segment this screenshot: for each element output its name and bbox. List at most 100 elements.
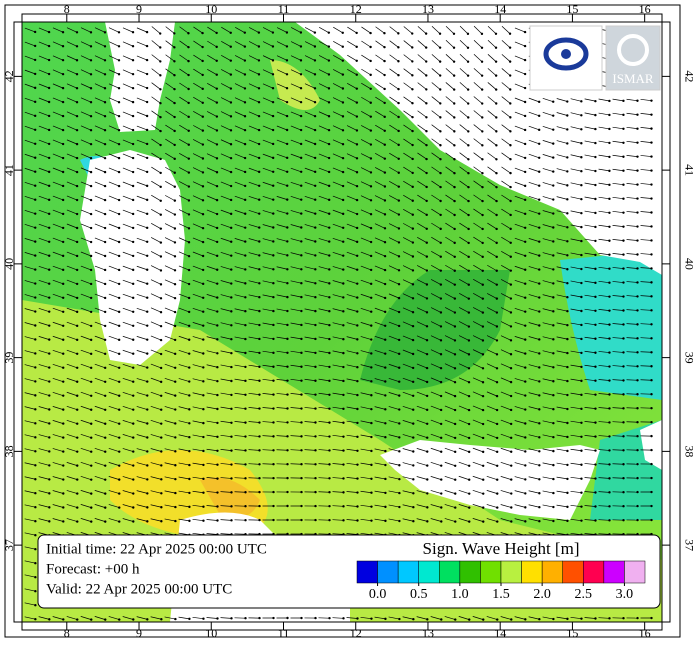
arrow-head	[300, 143, 302, 145]
arrow-head	[48, 101, 50, 103]
arrow-head	[580, 240, 582, 242]
arrow-head	[62, 101, 64, 103]
arrow-head	[552, 156, 554, 158]
arrow-head	[468, 451, 470, 453]
arrow-head	[552, 422, 554, 424]
arrow-head	[356, 227, 358, 229]
arrow-head	[160, 297, 162, 299]
arrow-head	[524, 310, 526, 312]
arrow-head	[48, 408, 50, 410]
arrow-head	[188, 297, 190, 299]
arrow-head	[594, 156, 596, 158]
arrow-head	[104, 381, 106, 383]
arrow-head	[608, 114, 610, 116]
arrow-head	[314, 101, 316, 103]
lon-label: 16	[639, 2, 651, 16]
arrow-head	[146, 450, 148, 452]
arrow-head	[384, 241, 386, 243]
arrow-head	[159, 144, 161, 146]
arrow-head	[370, 408, 372, 410]
arrow-head	[636, 449, 638, 451]
arrow-head	[258, 366, 260, 368]
arrow-head	[538, 366, 540, 368]
arrow-head	[286, 59, 288, 61]
arrow-head	[594, 519, 596, 521]
arrow-head	[552, 296, 554, 298]
arrow-head	[467, 228, 469, 230]
arrow-head	[510, 492, 512, 494]
arrow-head	[636, 477, 638, 479]
arrow-head	[258, 519, 260, 521]
arrow-head	[146, 129, 148, 131]
arrow-head	[580, 478, 582, 480]
arrow-head	[566, 352, 568, 354]
arrow-head	[230, 463, 232, 465]
arrow-head	[244, 505, 246, 507]
arrow-head	[188, 492, 190, 494]
arrow-head	[538, 422, 540, 424]
arrow-head	[118, 436, 120, 438]
arrow-head	[118, 506, 120, 508]
arrow-head	[342, 227, 344, 229]
arrow-head	[146, 45, 148, 47]
arrow-head	[132, 87, 134, 89]
arrow-head	[314, 254, 316, 256]
arrow-head	[258, 282, 260, 284]
arrow-head	[34, 254, 36, 256]
arrow-head	[608, 379, 610, 381]
arrow-head	[342, 324, 344, 326]
arrow-head	[426, 450, 428, 452]
arrow-head	[272, 324, 274, 326]
arrow-head	[439, 144, 441, 146]
arrow-head	[314, 519, 316, 521]
arrow-head	[62, 31, 64, 33]
arrow-head	[566, 506, 568, 508]
arrow-head	[62, 506, 64, 508]
arrow-head	[215, 32, 217, 34]
arrow-head	[230, 505, 232, 507]
arrow-head	[426, 297, 428, 299]
arrow-head	[62, 143, 64, 145]
arrow-head	[398, 158, 400, 160]
arrow-head	[188, 618, 190, 620]
arrow-head	[509, 102, 511, 104]
arrow-head	[132, 436, 134, 438]
arrow-head	[370, 519, 372, 521]
arrow-head	[244, 366, 246, 368]
arrow-head	[496, 465, 498, 467]
arrow-head	[398, 185, 400, 187]
arrow-head	[538, 296, 540, 298]
arrow-head	[188, 352, 190, 354]
lon-label: 11	[278, 2, 290, 16]
arrow-head	[412, 339, 414, 341]
arrow-head	[286, 352, 288, 354]
arrow-head	[146, 241, 148, 243]
arrow-head	[524, 394, 526, 396]
arrow-head	[118, 73, 120, 75]
arrow-head	[328, 115, 330, 117]
arrow-head	[90, 395, 92, 397]
arrow-head	[244, 73, 246, 75]
arrow-head	[356, 241, 358, 243]
arrow-head	[342, 463, 344, 465]
arrow-head	[580, 422, 582, 424]
arrow-head	[90, 157, 92, 159]
arrow-head	[174, 436, 176, 438]
arrow-head	[538, 101, 540, 103]
arrow-head	[230, 241, 232, 243]
arrow-head	[314, 352, 316, 354]
arrow-head	[398, 506, 400, 508]
lon-label: 16	[639, 626, 651, 640]
arrow-head	[467, 186, 469, 188]
arrow-head	[524, 185, 526, 187]
arrow-head	[314, 435, 316, 437]
arrow-head	[538, 199, 540, 201]
arrow-head	[90, 227, 92, 229]
arrow-head	[481, 214, 483, 216]
arrow-head	[62, 157, 64, 159]
arrow-head	[90, 115, 92, 117]
arrow-head	[342, 282, 344, 284]
arrow-head	[524, 408, 526, 410]
arrow-head	[622, 435, 624, 437]
arrow-head	[342, 143, 344, 145]
